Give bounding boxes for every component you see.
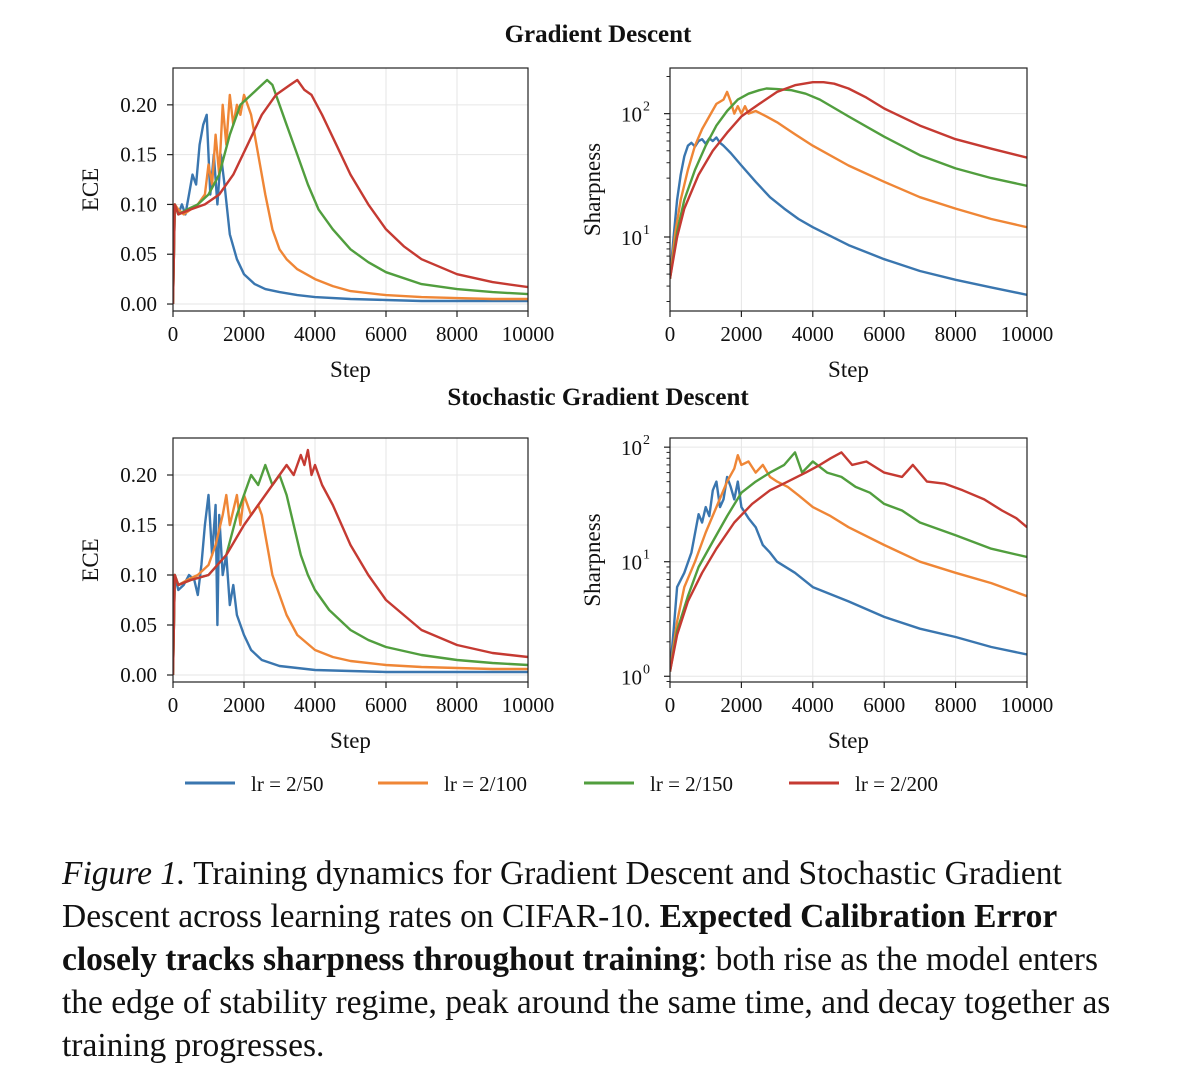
series-line-1 <box>670 475 1027 672</box>
series-line-2 <box>670 90 1027 279</box>
x-tick-label: 6000 <box>365 322 407 346</box>
y-tick-label: 10 <box>621 436 642 460</box>
x-axis-label: Step <box>330 728 371 753</box>
series-line-1 <box>173 113 528 305</box>
series-line-4 <box>670 80 1027 279</box>
chart-sgd-ece: 0 2000 4000 6000 8000 10000 0.00 0.05 0.10 0.15 0.… <box>78 437 555 753</box>
x-tick-label: 2000 <box>720 693 762 717</box>
series-group <box>173 448 528 676</box>
chart-gd-ece: 0 2000 4000 6000 8000 10000 0.00 0.05 0.10 0.15 0.… <box>78 67 555 382</box>
x-tick-label: 2000 <box>223 693 265 717</box>
y-tick-label: 10 <box>621 226 642 250</box>
x-axis-label: Step <box>330 357 371 382</box>
series-line-3 <box>670 451 1027 672</box>
y-tick-label: 0.00 <box>120 663 157 687</box>
caption-text-2: : both rise as the model enters the edge… <box>62 941 1111 1064</box>
y-axis-label: ECE <box>78 168 103 211</box>
x-tick-label: 10000 <box>1001 693 1054 717</box>
x-tick-label: 8000 <box>935 693 977 717</box>
x-tick-label: 10000 <box>1001 322 1054 346</box>
y-tick-exponent: 2 <box>643 433 650 448</box>
caption-bold: Expected Calibration Error closely track… <box>62 898 1057 978</box>
grid <box>669 438 1028 682</box>
x-tick-label: 6000 <box>365 693 407 717</box>
y-axis-label: Sharpness <box>580 143 605 236</box>
x-tick-label: 0 <box>665 693 676 717</box>
x-tick-label: 0 <box>168 322 179 346</box>
x-tick-label: 8000 <box>935 322 977 346</box>
series-line-4 <box>670 451 1027 672</box>
section-title-sgd: Stochastic Gradient Descent <box>447 384 749 411</box>
y-tick-label: 0.00 <box>120 292 157 316</box>
plot-frame <box>172 67 529 312</box>
x-tick-label: 10000 <box>502 322 555 346</box>
x-tick-label: 2000 <box>223 322 265 346</box>
y-tick-label: 0.10 <box>120 563 157 587</box>
x-tick-label: 4000 <box>294 322 336 346</box>
y-axis-label: Sharpness <box>580 513 605 606</box>
series-line-1 <box>670 136 1027 296</box>
caption-label: Figure 1. <box>62 855 186 892</box>
series-group <box>173 78 528 305</box>
series-line-3 <box>670 87 1027 279</box>
x-tick-label: 4000 <box>792 693 834 717</box>
y-tick-label: 0.15 <box>120 513 157 537</box>
series-group <box>670 451 1027 672</box>
y-tick-label: 0.05 <box>120 613 157 637</box>
x-axis-label: Step <box>828 728 869 753</box>
y-axis-label: ECE <box>78 538 103 581</box>
x-tick-label: 8000 <box>436 322 478 346</box>
legend-label: lr = 2/100 <box>444 772 527 796</box>
x-tick-label: 2000 <box>720 322 762 346</box>
y-tick-exponent: 2 <box>643 100 650 115</box>
x-tick-label: 6000 <box>863 693 905 717</box>
series-line-4 <box>173 78 528 305</box>
x-tick-label: 10000 <box>502 693 555 717</box>
plot-frame <box>172 437 529 683</box>
grid <box>172 68 529 311</box>
x-tick-label: 6000 <box>863 322 905 346</box>
series-line-2 <box>173 93 528 305</box>
y-tick-label: 10 <box>621 551 642 575</box>
grid <box>669 68 1028 311</box>
y-tick-label: 0.20 <box>120 93 157 117</box>
series-line-2 <box>670 454 1027 672</box>
y-tick-label: 10 <box>621 103 642 127</box>
y-tick-exponent: 1 <box>643 548 650 563</box>
plot-frame <box>669 67 1028 312</box>
y-tick-label: 10 <box>621 665 642 689</box>
x-tick-label: 8000 <box>436 693 478 717</box>
section-title-gd: Gradient Descent <box>505 21 692 48</box>
y-tick-label: 0.20 <box>120 463 157 487</box>
series-line-4 <box>173 448 528 676</box>
x-axis-label: Step <box>828 357 869 382</box>
plot-frame <box>669 437 1028 683</box>
y-tick-label: 0.05 <box>120 242 157 266</box>
figure-caption: Figure 1. Training dynamics for Gradient… <box>62 852 1122 1067</box>
y-tick-exponent: 1 <box>643 223 650 238</box>
legend-label: lr = 2/150 <box>650 772 733 796</box>
x-tick-label: 4000 <box>294 693 336 717</box>
x-tick-label: 0 <box>665 322 676 346</box>
caption-text-1: Training dynamics for Gradient Descent a… <box>62 855 1062 935</box>
x-tick-label: 0 <box>168 693 179 717</box>
figure: Gradient Descent Stochastic Gradient Des… <box>78 21 1054 796</box>
series-line-2 <box>173 493 528 676</box>
y-tick-exponent: 0 <box>643 662 650 677</box>
legend-label: lr = 2/200 <box>855 772 938 796</box>
series-group <box>670 80 1027 296</box>
x-tick-label: 4000 <box>792 322 834 346</box>
y-tick-label: 0.15 <box>120 143 157 167</box>
legend-label: lr = 2/50 <box>251 772 324 796</box>
y-tick-label: 0.10 <box>120 192 157 216</box>
legend: lr = 2/50 lr = 2/100 lr = 2/150 lr = 2/200 <box>185 772 938 796</box>
